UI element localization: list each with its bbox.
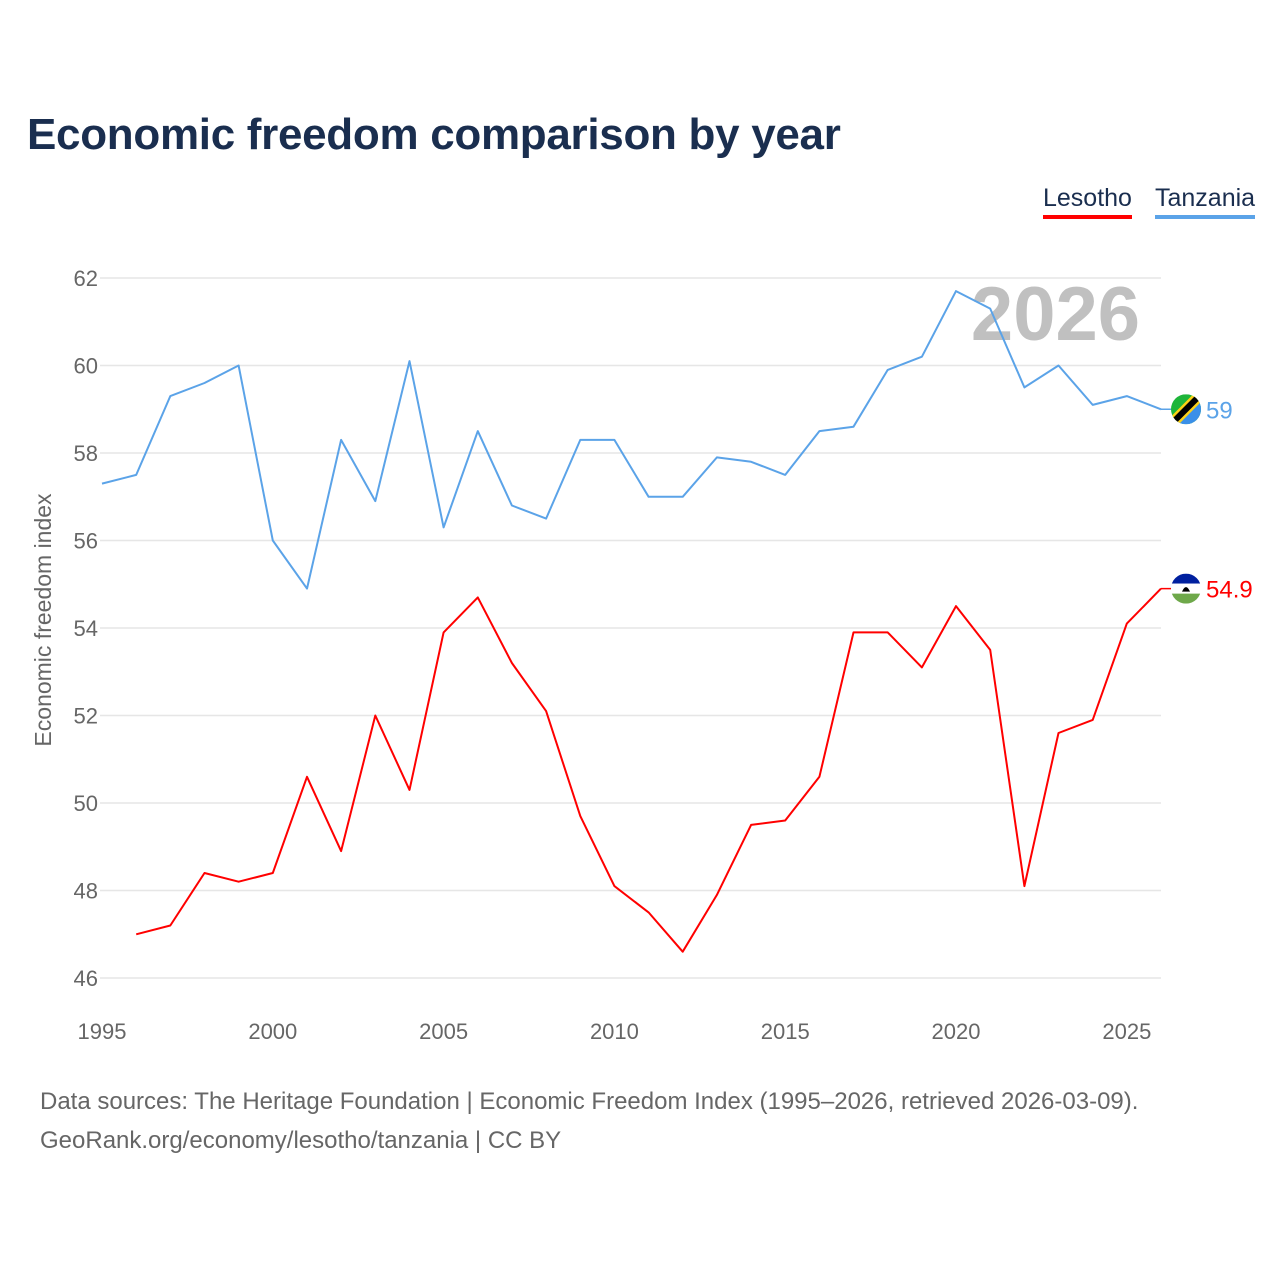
end-value-label-lesotho: 54.9: [1206, 577, 1253, 604]
x-tick-label: 2005: [419, 1019, 468, 1044]
series-line-lesotho: [135, 587, 1162, 953]
watermark-year: 2026: [971, 272, 1140, 357]
x-tick-label: 1995: [78, 1019, 127, 1044]
y-tick-label: 52: [74, 704, 98, 729]
end-value-label-tanzania: 59: [1206, 397, 1233, 424]
x-tick-label: 2015: [761, 1019, 810, 1044]
y-tick-label: 48: [74, 879, 98, 904]
y-tick-label: 58: [74, 441, 98, 466]
y-tick-label: 62: [74, 266, 98, 291]
x-tick-label: 2020: [932, 1019, 981, 1044]
x-tick-label: 2010: [590, 1019, 639, 1044]
x-tick-label: 2025: [1102, 1019, 1151, 1044]
y-tick-label: 46: [74, 966, 98, 991]
series-line-tanzania: [101, 290, 1162, 590]
y-axis-label: Economic freedom index: [30, 493, 56, 747]
flag-icon-tanzania: [1171, 394, 1201, 425]
chart-title: Economic freedom comparison by year: [27, 110, 841, 159]
legend-item-lesotho[interactable]: Lesotho: [1043, 184, 1132, 219]
y-tick-label: 54: [74, 616, 98, 641]
legend-item-tanzania[interactable]: Tanzania: [1155, 184, 1256, 219]
footer-link[interactable]: GeoRank.org/economy/lesotho/tanzania | C…: [40, 1127, 562, 1154]
footer-sources: Data sources: The Heritage Foundation | …: [40, 1088, 1139, 1115]
y-tick-label: 50: [74, 791, 98, 816]
y-tick-label: 60: [74, 354, 98, 379]
flag-icon-lesotho: [1171, 573, 1201, 604]
y-tick-label: 56: [74, 529, 98, 554]
x-tick-label: 2000: [248, 1019, 297, 1044]
